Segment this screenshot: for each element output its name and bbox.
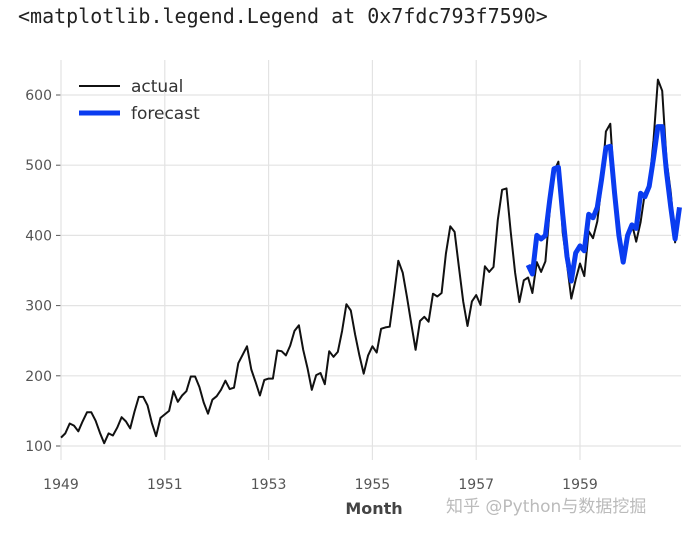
y-tick-label: 300 bbox=[25, 299, 52, 315]
x-tick-label: 1949 bbox=[43, 477, 79, 493]
legend-label-actual: actual bbox=[131, 77, 183, 97]
y-tick-label: 600 bbox=[25, 88, 52, 104]
forecast-line bbox=[525, 124, 682, 284]
x-tick-label: 1959 bbox=[562, 477, 598, 493]
x-tick-label: 1957 bbox=[458, 477, 494, 493]
x-axis-label: Month bbox=[345, 499, 402, 518]
y-tick-label: 500 bbox=[25, 158, 52, 174]
y-tick-label: 100 bbox=[25, 439, 52, 455]
x-tick-label: 1951 bbox=[147, 477, 183, 493]
legend-label-forecast: forecast bbox=[131, 104, 200, 124]
y-tick-label: 200 bbox=[25, 369, 52, 385]
watermark: 知乎 @Python与数据挖掘 bbox=[446, 497, 647, 517]
x-tick-label: 1953 bbox=[251, 477, 287, 493]
y-tick-label: 400 bbox=[25, 228, 52, 244]
x-tick-label: 1955 bbox=[355, 477, 391, 493]
output-text: <matplotlib.legend.Legend at 0x7fdc793f7… bbox=[18, 4, 548, 28]
actual-line bbox=[60, 78, 681, 445]
